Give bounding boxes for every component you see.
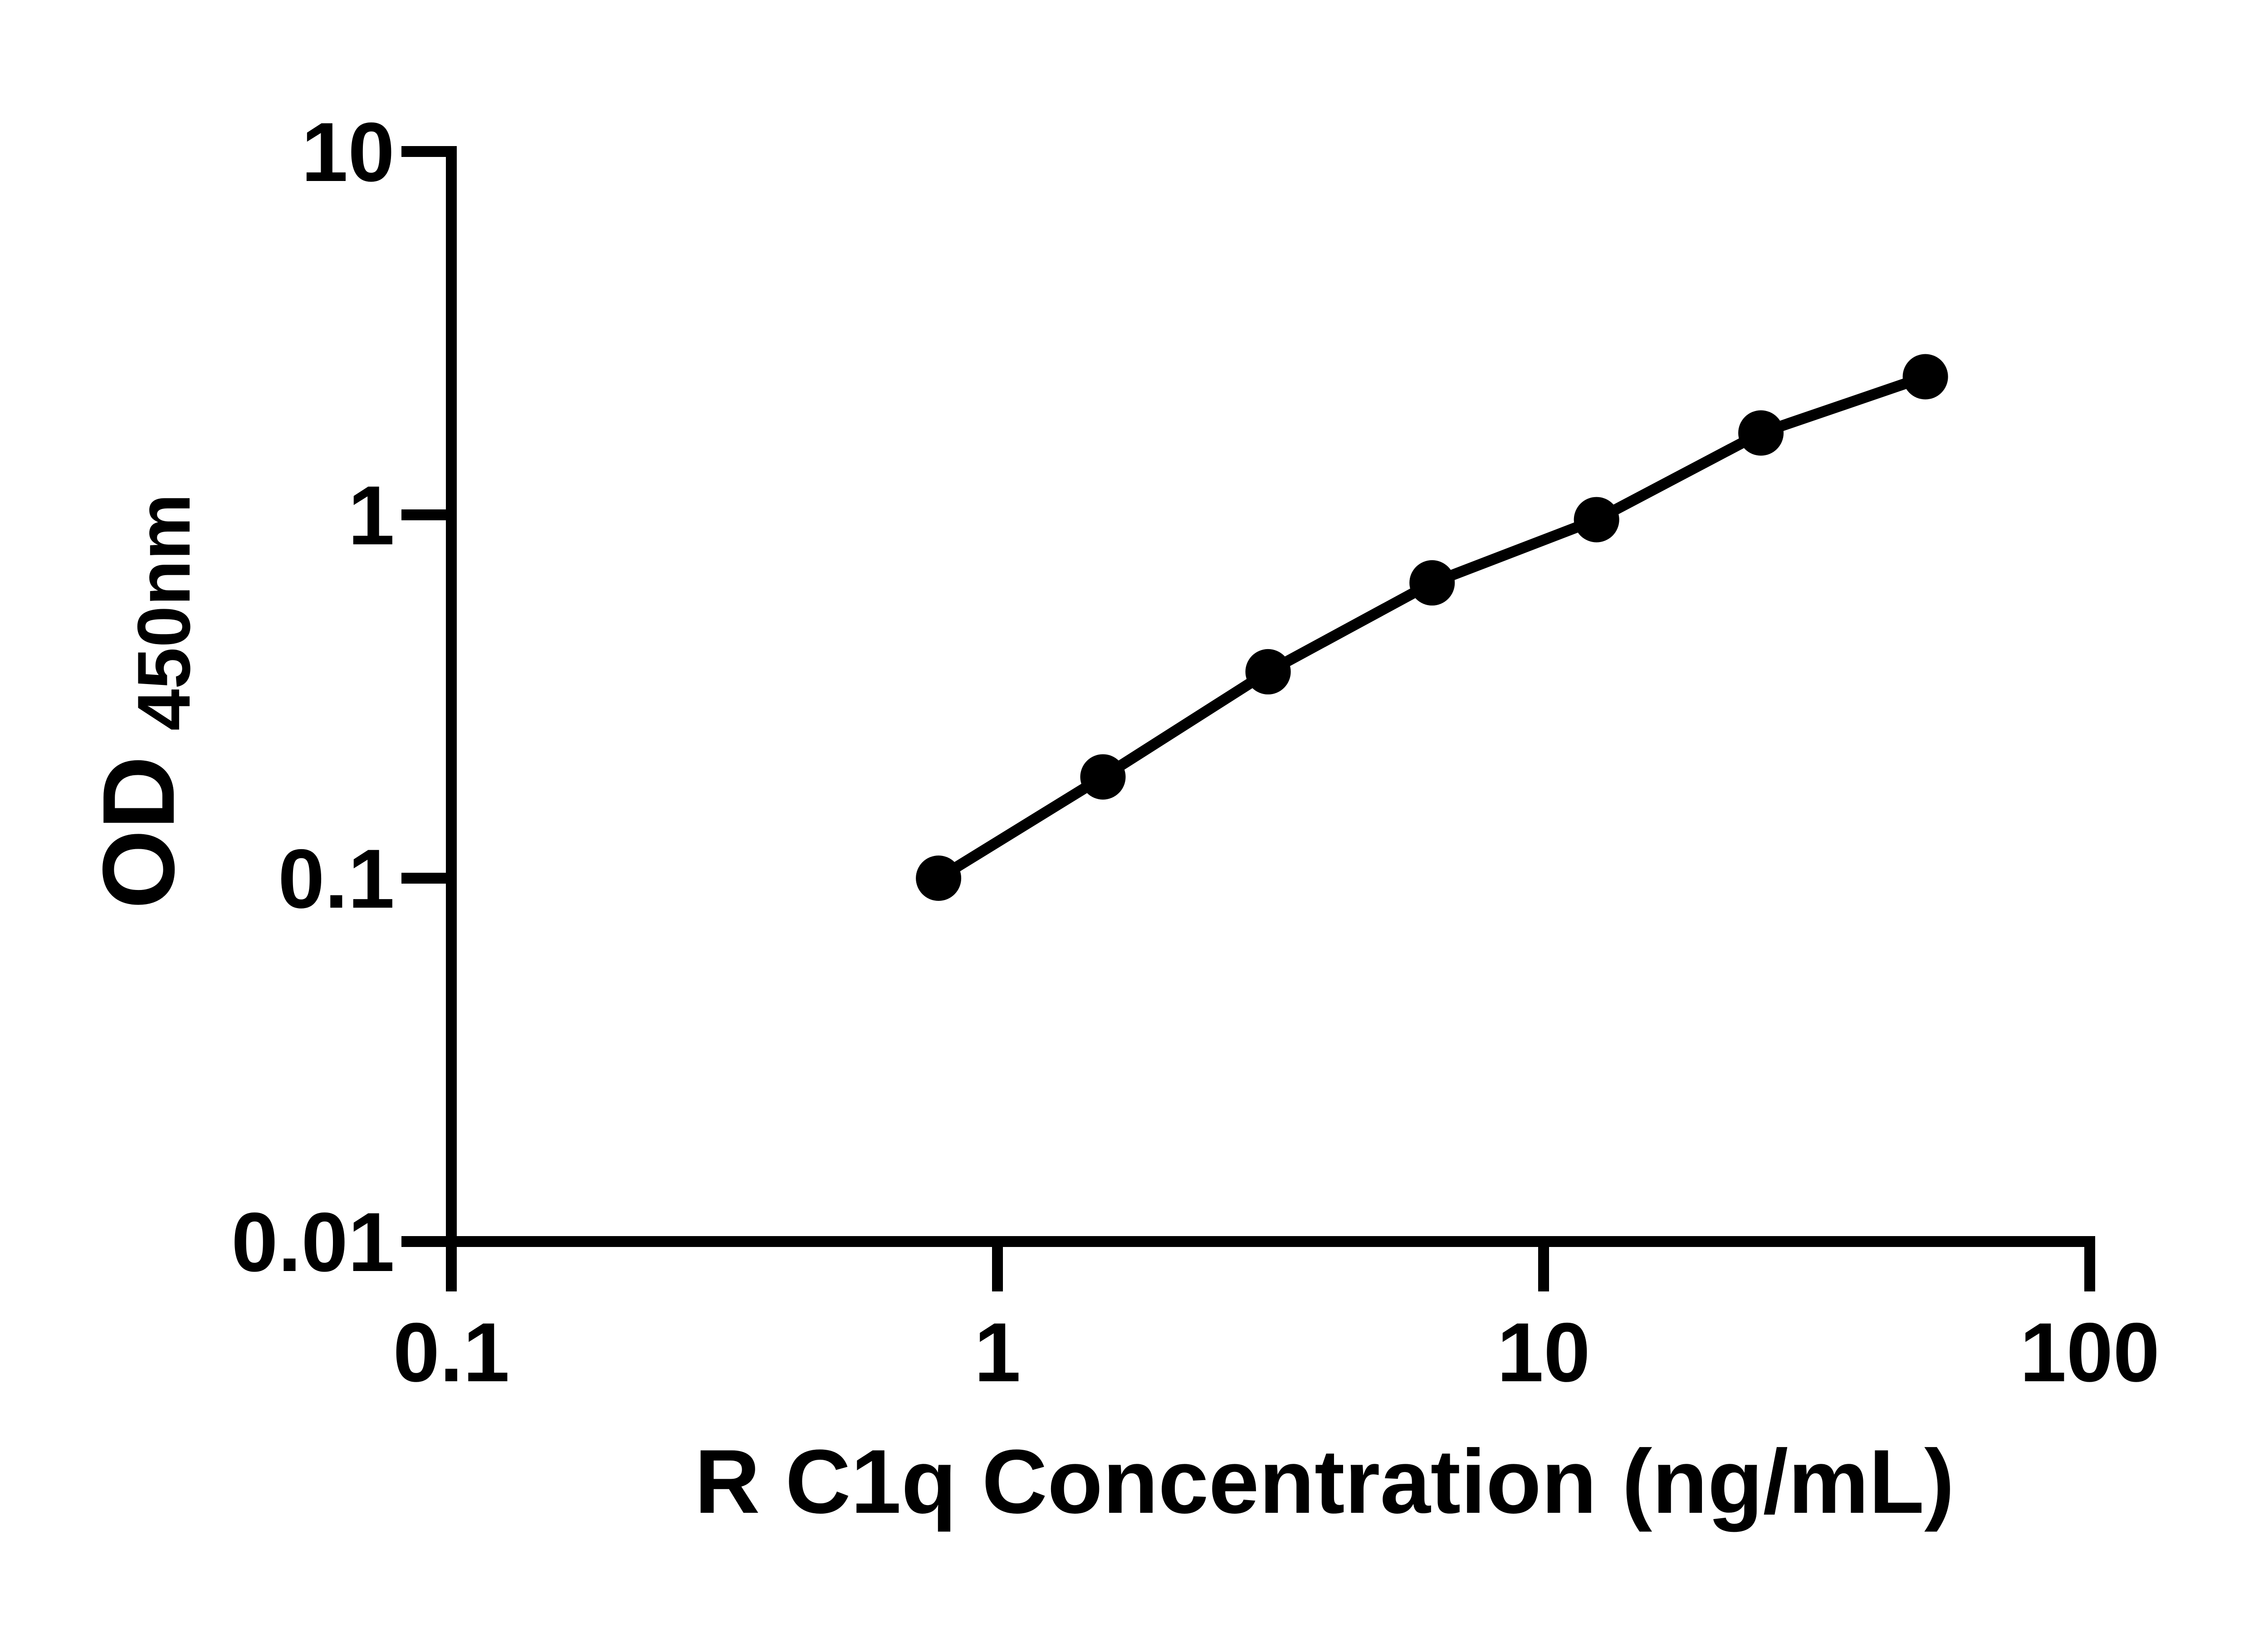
y-tick-label: 10 bbox=[301, 106, 395, 199]
data-point bbox=[1738, 410, 1784, 456]
data-point bbox=[916, 856, 962, 901]
x-tick-label: 10 bbox=[1497, 1306, 1590, 1399]
series-layer bbox=[916, 354, 1948, 901]
x-tick-label: 1 bbox=[974, 1306, 1021, 1399]
y-tick-label: 1 bbox=[348, 469, 395, 562]
data-point bbox=[1902, 354, 1948, 400]
data-point bbox=[1080, 754, 1126, 800]
data-point bbox=[1409, 560, 1455, 606]
x-tick-label: 0.1 bbox=[393, 1306, 509, 1399]
data-point bbox=[1574, 497, 1619, 543]
axes bbox=[401, 146, 2095, 1291]
y-axis-title-sub: 450nm bbox=[122, 494, 205, 731]
tick-labels: 0.1 1 10 100 10 1 0.1 0.01 bbox=[231, 106, 2160, 1399]
y-axis-title-main: OD bbox=[81, 756, 196, 909]
curve-line bbox=[933, 371, 1931, 884]
x-tick-label: 100 bbox=[2020, 1306, 2160, 1399]
y-axis-title: OD 450nm bbox=[81, 494, 205, 909]
x-axis-title: R C1q Concentration (ng/mL) bbox=[694, 1431, 1955, 1532]
y-tick-label: 0.01 bbox=[231, 1196, 395, 1289]
data-point bbox=[1245, 649, 1291, 694]
y-tick-label: 0.1 bbox=[278, 832, 395, 926]
